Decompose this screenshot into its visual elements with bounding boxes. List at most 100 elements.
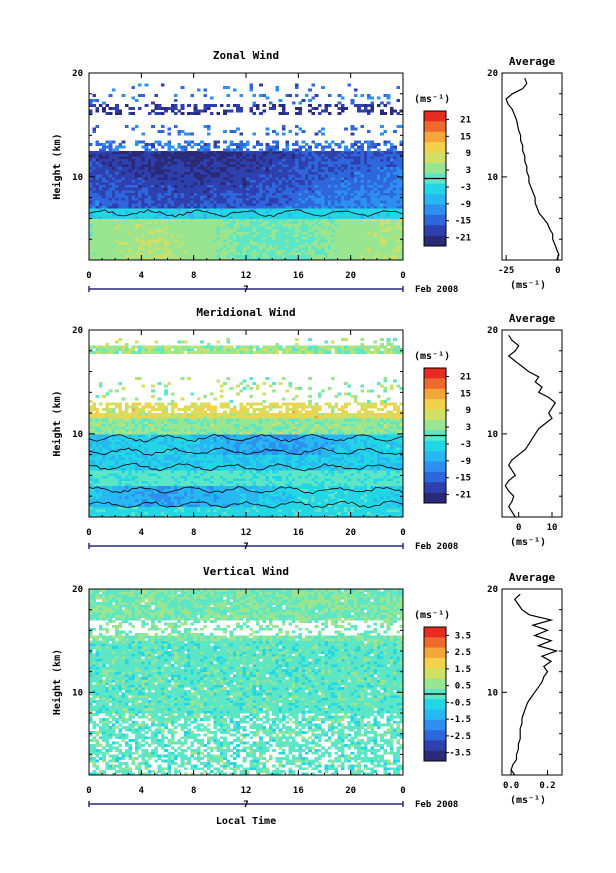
heatmap-cell [383,166,388,170]
heatmap-cell [180,215,185,219]
heatmap-cell [239,506,244,510]
heatmap-cell [98,187,103,191]
heatmap-cell [331,158,335,162]
heatmap-cell [151,506,155,510]
heatmap-cell [229,252,234,256]
heatmap-cell [327,174,332,178]
heatmap-cell [226,109,231,113]
heatmap-cell [147,210,152,214]
heatmap-cell [327,197,332,201]
heatmap-cell [177,153,181,157]
heatmap-cell [206,158,211,162]
heatmap-cell [291,161,296,165]
heatmap-cell [187,226,191,230]
heatmap-cell [246,187,250,191]
heatmap-cell [344,197,348,201]
heatmap-cell [210,150,214,154]
heatmap-cell [275,236,280,240]
heatmap-cell [350,187,355,191]
heatmap-cell [105,231,110,235]
heatmap-cell [353,252,358,256]
heatmap-cell [360,163,365,167]
heatmap-cell [380,150,384,154]
heatmap-cell [285,171,289,175]
heatmap-cell [255,187,260,191]
heatmap-cell [219,166,224,170]
heatmap-cell [376,166,381,170]
heatmap-cell [196,257,201,261]
heatmap-cell [249,223,253,227]
heatmap-cell [128,158,132,162]
heatmap-cell [138,257,142,261]
heatmap-cell [147,506,152,510]
heatmap-cell [177,195,181,199]
heatmap-cell [167,236,172,240]
heatmap-cell [327,247,332,251]
heatmap-cell [223,130,227,134]
heatmap-cell [281,208,286,212]
heatmap-cell [160,213,165,217]
heatmap-cell [259,509,263,513]
heatmap-cell [187,174,191,178]
heatmap-cell [340,200,345,204]
heatmap-cell [275,514,280,518]
heatmap-cell [193,174,198,178]
heatmap-cell [147,226,152,230]
heatmap-cell [376,215,381,219]
heatmap-cell [275,231,280,235]
heatmap-cell [353,158,358,162]
heatmap-cell [393,254,397,258]
heatmap-cell [344,184,348,188]
heatmap-cell [89,158,93,162]
heatmap-cell [242,182,247,186]
heatmap-cell [278,234,283,238]
heatmap-cell [124,166,129,170]
heatmap-cell [203,163,208,167]
heatmap-cell [399,182,404,186]
heatmap-cell [268,169,273,173]
heatmap-cell [98,205,103,209]
heatmap-cell [324,195,329,199]
heatmap-cell [200,176,204,180]
heatmap-cell [164,195,168,199]
heatmap-cell [95,210,100,214]
heatmap-cell [265,192,270,196]
colorbar-segment [424,194,446,205]
heatmap-cell [334,208,338,212]
heatmap-cell [128,156,132,160]
heatmap-cell [370,161,374,165]
heatmap-cell [213,192,217,196]
heatmap-cell [210,163,214,167]
heatmap-cell [380,236,384,240]
heatmap-cell [304,182,309,186]
heatmap-cell [206,254,211,258]
heatmap-cell [187,215,191,219]
heatmap-cell [373,234,378,238]
heatmap-cell [246,171,250,175]
heatmap-cell [95,509,100,513]
heatmap-cell [370,171,374,175]
heatmap-cell [183,228,188,232]
heatmap-cell [154,252,159,256]
heatmap-cell [141,236,145,240]
heatmap-cell [275,187,280,191]
heatmap-cell [262,226,267,230]
heatmap-cell [147,514,152,518]
heatmap-cell [347,210,352,214]
heatmap-cell [376,257,381,261]
heatmap-cell [308,514,312,518]
heatmap-cell [102,234,106,238]
heatmap-cell [285,509,289,513]
heatmap-cell [95,171,100,175]
heatmap-cell [124,506,129,510]
heatmap-cell [223,163,227,167]
heatmap-cell [229,174,234,178]
heatmap-cell [370,182,374,186]
heatmap-cell [334,166,338,170]
heatmap-cell [255,509,260,513]
heatmap-cell [304,189,309,193]
heatmap-cell [160,221,165,225]
heatmap-cell [154,244,159,248]
heatmap-cell [367,257,371,261]
